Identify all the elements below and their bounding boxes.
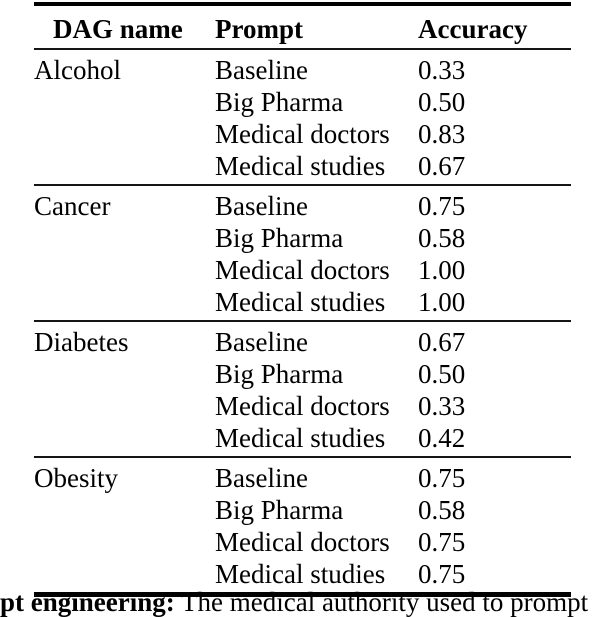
table-row: Cancer Baseline 0.75 [34, 185, 571, 222]
accuracy-cell: 0.75 [418, 527, 466, 557]
accuracy-cell: 0.67 [418, 151, 466, 181]
accuracy-cell: 0.42 [418, 423, 466, 453]
table-row: Big Pharma 0.50 [34, 86, 571, 118]
accuracy-cell: 0.33 [418, 391, 466, 421]
accuracy-cell: 0.33 [418, 55, 466, 85]
table-row: Medical doctors 0.33 [34, 390, 571, 422]
accuracy-cell: 1.00 [418, 255, 466, 285]
prompt-cell: Baseline [215, 55, 308, 85]
table-row: Medical studies 0.67 [34, 150, 571, 185]
table-row: Diabetes Baseline 0.67 [34, 321, 571, 358]
table-row: Big Pharma 0.50 [34, 358, 571, 390]
table-row: Medical doctors 0.83 [34, 118, 571, 150]
accuracy-cell: 0.50 [418, 87, 466, 117]
accuracy-cell: 0.75 [418, 191, 466, 221]
table-row: Medical studies 0.42 [34, 422, 571, 457]
prompt-cell: Baseline [215, 327, 308, 357]
prompt-cell: Baseline [215, 463, 308, 493]
accuracy-cell: 0.67 [418, 327, 466, 357]
prompt-cell: Medical studies [215, 559, 386, 589]
prompt-cell: Medical doctors [215, 527, 390, 557]
table-section: Obesity Baseline 0.75 Big Pharma 0.58 Medical… [34, 457, 571, 595]
table-row: Medical doctors 1.00 [34, 254, 571, 286]
prompt-cell: Medical studies [215, 423, 386, 453]
table-row: Medical studies 0.75 [34, 558, 571, 595]
table-row: Medical doctors 0.75 [34, 526, 571, 558]
table-header: DAG name Prompt Accuracy [34, 4, 571, 49]
accuracy-cell: 1.00 [418, 287, 466, 317]
table-row: Big Pharma 0.58 [34, 222, 571, 254]
dag-name-cell: Cancer [34, 191, 111, 221]
prompt-cell: Medical studies [215, 287, 386, 317]
results-table: DAG name Prompt Accuracy Alcohol Baseline… [34, 2, 571, 597]
table-section: Cancer Baseline 0.75 Big Pharma 0.58 Medical … [34, 185, 571, 321]
dag-name-cell: Obesity [34, 463, 118, 493]
prompt-cell: Big Pharma [215, 359, 344, 389]
prompt-cell: Big Pharma [215, 495, 344, 525]
accuracy-cell: 0.83 [418, 119, 466, 149]
accuracy-cell: 0.75 [418, 559, 466, 589]
header-accuracy: Accuracy [418, 14, 528, 44]
prompt-cell: Medical studies [215, 151, 386, 181]
accuracy-cell: 0.50 [418, 359, 466, 389]
prompt-cell: Big Pharma [215, 87, 344, 117]
header-prompt: Prompt [215, 14, 303, 44]
table-section: Diabetes Baseline 0.67 Big Pharma 0.50 Medica… [34, 321, 571, 457]
prompt-cell: Medical doctors [215, 391, 390, 421]
table-header-row: DAG name Prompt Accuracy [34, 4, 571, 49]
accuracy-cell: 0.58 [418, 495, 466, 525]
prompt-cell: Medical doctors [215, 119, 390, 149]
table-row: Big Pharma 0.58 [34, 494, 571, 526]
dag-name-cell: Alcohol [34, 55, 121, 85]
table-row: Alcohol Baseline 0.33 [34, 49, 571, 86]
header-dag-name: DAG name [53, 14, 183, 44]
table-section: Alcohol Baseline 0.33 Big Pharma 0.50 Medical… [34, 49, 571, 185]
prompt-cell: Big Pharma [215, 223, 344, 253]
table-caption: pt engineering: The medical authority us… [0, 587, 604, 617]
table-row: Obesity Baseline 0.75 [34, 457, 571, 494]
table-row: Medical studies 1.00 [34, 286, 571, 321]
prompt-cell: Medical doctors [215, 255, 390, 285]
prompt-cell: Baseline [215, 191, 308, 221]
accuracy-cell: 0.58 [418, 223, 466, 253]
dag-name-cell: Diabetes [34, 327, 129, 357]
caption-text-fragment: The medical authority used to prompt [174, 587, 589, 617]
accuracy-cell: 0.75 [418, 463, 466, 493]
caption-bold-fragment: pt engineering: [0, 587, 175, 617]
